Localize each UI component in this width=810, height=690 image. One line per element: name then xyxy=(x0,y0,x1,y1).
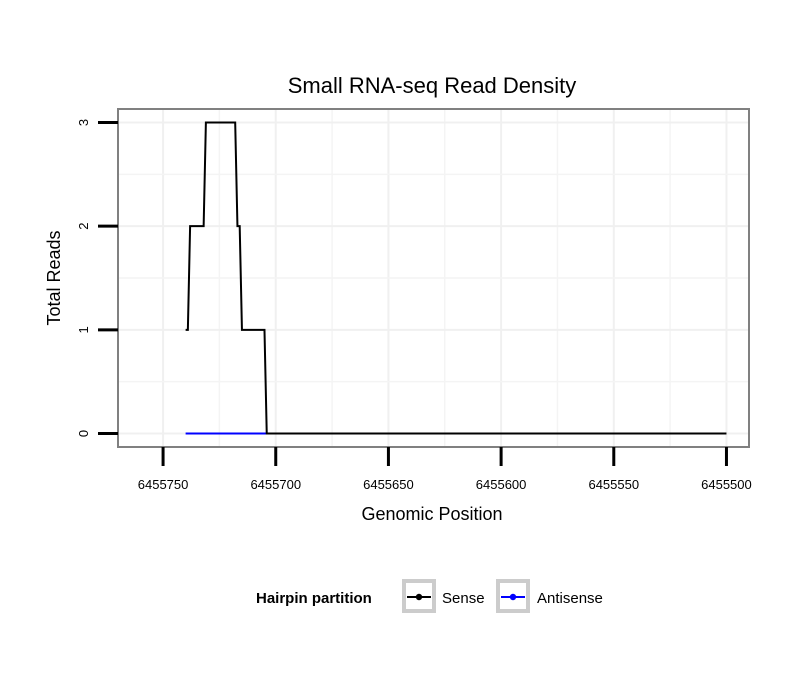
y-tick-label: 1 xyxy=(76,326,91,333)
x-tick-label: 6455650 xyxy=(363,477,414,492)
x-axis: 6455750 6455700 6455650 6455600 6455550 64555… xyxy=(138,447,752,492)
legend: Hairpin partition Sense Antisense xyxy=(256,579,603,613)
x-tick-label: 6455550 xyxy=(588,477,639,492)
x-axis-label: Genomic Position xyxy=(361,504,502,524)
x-tick-label: 6455500 xyxy=(701,477,752,492)
series-layer xyxy=(185,121,727,435)
y-tick-label: 2 xyxy=(76,223,91,230)
plot-panel-border xyxy=(117,108,750,448)
x-tick-label: 6455750 xyxy=(138,477,189,492)
grid-lines xyxy=(118,109,749,447)
legend-title: Hairpin partition xyxy=(256,590,372,607)
legend-marker-antisense xyxy=(509,593,517,601)
series-line-sense xyxy=(185,121,727,435)
x-tick-label: 6455700 xyxy=(250,477,301,492)
y-axis: 0 1 2 3 xyxy=(76,119,118,437)
legend-label-sense: Sense xyxy=(442,590,485,607)
y-axis-label: Total Reads xyxy=(44,230,64,325)
legend-marker-sense xyxy=(415,593,423,601)
y-tick-label: 3 xyxy=(76,119,91,126)
x-tick-label: 6455600 xyxy=(476,477,527,492)
chart-title: Small RNA-seq Read Density xyxy=(288,73,577,98)
legend-label-antisense: Antisense xyxy=(537,590,603,607)
y-tick-label: 0 xyxy=(76,430,91,437)
